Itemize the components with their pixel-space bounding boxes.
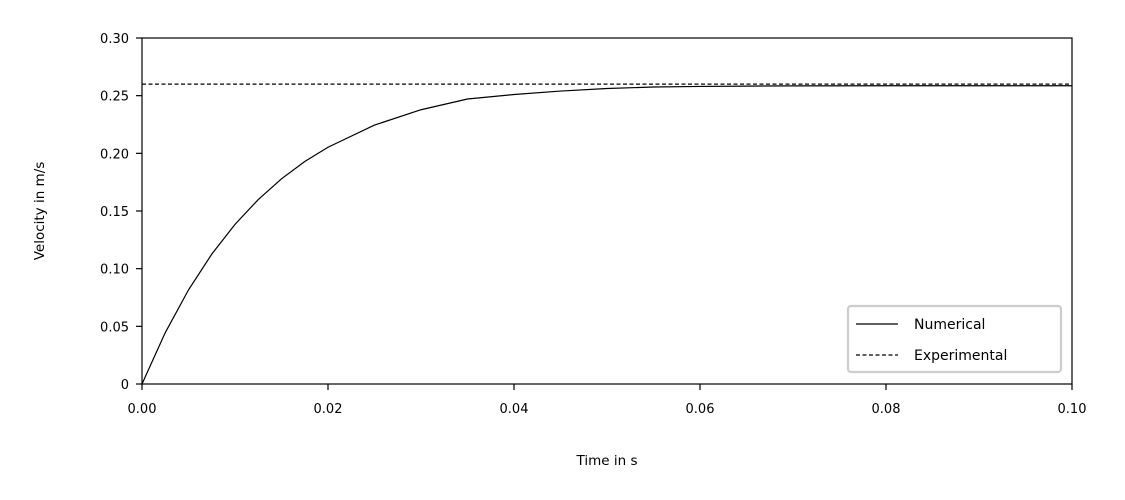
x-axis-label: Time in s: [576, 453, 638, 469]
x-tick-label: 0.04: [500, 402, 529, 417]
legend-box: [846, 304, 1063, 374]
y-tick-label: 0.30: [100, 32, 129, 47]
series-line-numerical: [141, 85, 1072, 385]
legend: Numerical Experimental: [846, 304, 1063, 374]
y-axis-label: Velocity in m/s: [32, 162, 48, 261]
y-tick-label: 0.15: [100, 205, 129, 220]
x-tick-label: 0.06: [686, 402, 715, 417]
x-tick-label: 0.08: [872, 402, 901, 417]
legend-label-numerical: Numerical: [914, 317, 985, 333]
plot-area: [141, 83, 1072, 385]
x-tick-label: 0.00: [128, 402, 157, 417]
legend-label-experimental: Experimental: [914, 348, 1007, 364]
y-tick-label: 0.25: [100, 90, 129, 105]
x-axis: 0.00 0.02 0.04 0.06 0.08 0.10: [128, 384, 1087, 417]
y-tick-label: 0: [121, 378, 129, 393]
y-tick-label: 0.20: [100, 147, 129, 162]
x-tick-label: 0.02: [314, 402, 343, 417]
x-tick-label: 0.10: [1058, 402, 1087, 417]
y-tick-label: 0.05: [100, 320, 129, 335]
y-tick-label: 0.10: [100, 263, 129, 278]
y-axis: 0 0.05 0.10 0.15 0.20 0.25 0.30: [100, 32, 142, 393]
